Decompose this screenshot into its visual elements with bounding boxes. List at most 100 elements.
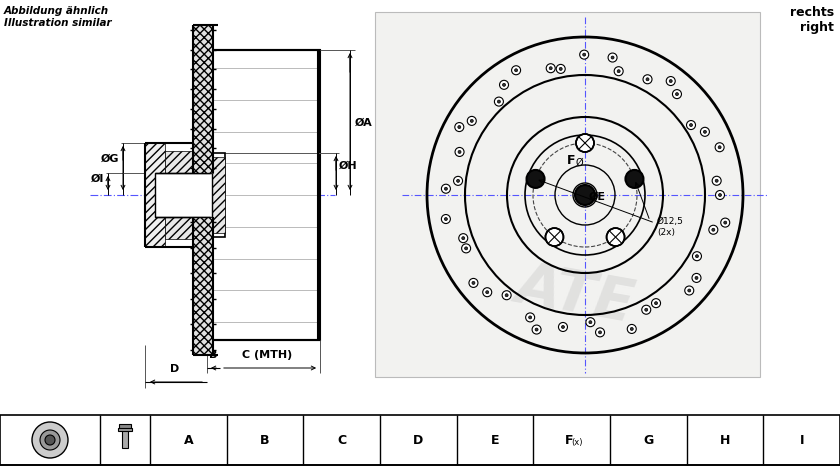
Circle shape bbox=[549, 67, 552, 70]
Bar bbox=[207, 157, 225, 233]
Circle shape bbox=[692, 252, 701, 261]
Text: Ø: Ø bbox=[575, 158, 583, 168]
Circle shape bbox=[561, 326, 564, 329]
Circle shape bbox=[462, 237, 465, 240]
Circle shape bbox=[701, 127, 710, 136]
Circle shape bbox=[535, 328, 538, 331]
Circle shape bbox=[703, 130, 706, 133]
Circle shape bbox=[692, 274, 701, 282]
Circle shape bbox=[695, 276, 698, 280]
Circle shape bbox=[444, 218, 448, 220]
Circle shape bbox=[709, 225, 718, 234]
Bar bbox=[193, 25, 213, 173]
Circle shape bbox=[495, 97, 503, 106]
Circle shape bbox=[512, 66, 521, 75]
Circle shape bbox=[589, 321, 592, 324]
Circle shape bbox=[526, 313, 534, 322]
Circle shape bbox=[532, 325, 541, 334]
Text: (x): (x) bbox=[571, 439, 582, 447]
Circle shape bbox=[459, 234, 468, 243]
Text: I: I bbox=[800, 433, 804, 446]
Circle shape bbox=[596, 328, 605, 337]
Circle shape bbox=[528, 316, 532, 319]
Circle shape bbox=[505, 294, 508, 297]
Text: ØA: ØA bbox=[355, 118, 373, 127]
Circle shape bbox=[580, 50, 589, 59]
Bar bbox=[155, 173, 212, 217]
Circle shape bbox=[583, 53, 585, 56]
Circle shape bbox=[712, 176, 722, 185]
Text: C: C bbox=[337, 433, 346, 446]
Circle shape bbox=[652, 298, 660, 308]
Circle shape bbox=[718, 146, 721, 149]
Circle shape bbox=[467, 117, 476, 125]
Circle shape bbox=[599, 331, 601, 334]
Circle shape bbox=[666, 77, 675, 86]
Circle shape bbox=[502, 83, 506, 86]
Circle shape bbox=[626, 170, 643, 188]
Text: G: G bbox=[643, 433, 654, 446]
Text: E: E bbox=[491, 433, 499, 446]
Circle shape bbox=[611, 56, 614, 59]
Circle shape bbox=[40, 430, 60, 450]
Circle shape bbox=[576, 134, 594, 152]
Text: ØG: ØG bbox=[101, 154, 119, 164]
Circle shape bbox=[669, 79, 672, 83]
Bar bbox=[195, 153, 225, 237]
Circle shape bbox=[527, 170, 544, 188]
Circle shape bbox=[608, 53, 617, 62]
Text: D: D bbox=[171, 364, 180, 374]
Circle shape bbox=[483, 288, 491, 297]
Text: F: F bbox=[567, 154, 575, 166]
Circle shape bbox=[546, 64, 555, 73]
Circle shape bbox=[454, 123, 464, 132]
Bar bbox=[119, 424, 131, 429]
Circle shape bbox=[32, 422, 68, 458]
Text: B: B bbox=[260, 433, 270, 446]
Circle shape bbox=[643, 75, 652, 84]
Circle shape bbox=[685, 286, 694, 295]
Text: Abbildung ähnlich
Illustration similar: Abbildung ähnlich Illustration similar bbox=[4, 6, 112, 28]
Circle shape bbox=[502, 291, 511, 300]
Circle shape bbox=[718, 194, 722, 196]
Circle shape bbox=[575, 185, 595, 205]
Circle shape bbox=[688, 289, 690, 292]
Bar bbox=[165, 151, 195, 239]
Circle shape bbox=[455, 148, 464, 157]
Circle shape bbox=[454, 176, 463, 185]
Text: ØI: ØI bbox=[91, 174, 104, 184]
Circle shape bbox=[642, 305, 651, 314]
Text: A: A bbox=[183, 433, 193, 446]
Text: ATE: ATE bbox=[512, 257, 638, 333]
Circle shape bbox=[724, 221, 727, 224]
Circle shape bbox=[441, 184, 450, 193]
Text: B: B bbox=[209, 350, 218, 360]
Bar bbox=[0, 415, 840, 465]
Circle shape bbox=[470, 119, 473, 122]
Bar bbox=[375, 12, 760, 377]
Circle shape bbox=[585, 318, 595, 327]
Bar bbox=[122, 426, 128, 448]
Circle shape bbox=[462, 244, 470, 253]
Circle shape bbox=[645, 308, 648, 311]
Circle shape bbox=[617, 70, 620, 73]
Text: Ø12,5
(2x): Ø12,5 (2x) bbox=[657, 217, 684, 237]
Circle shape bbox=[465, 247, 468, 250]
Circle shape bbox=[497, 100, 501, 103]
Circle shape bbox=[559, 67, 562, 70]
Circle shape bbox=[686, 120, 696, 130]
Circle shape bbox=[486, 291, 489, 294]
Circle shape bbox=[457, 180, 459, 182]
Text: D: D bbox=[413, 433, 423, 446]
Circle shape bbox=[515, 69, 517, 72]
Circle shape bbox=[627, 324, 636, 333]
Circle shape bbox=[458, 125, 461, 129]
Bar bbox=[118, 428, 132, 431]
Circle shape bbox=[545, 228, 564, 246]
Text: F: F bbox=[564, 433, 573, 446]
Circle shape bbox=[472, 282, 475, 284]
Circle shape bbox=[458, 150, 461, 153]
Bar bbox=[145, 143, 165, 247]
Circle shape bbox=[716, 190, 724, 199]
Circle shape bbox=[559, 322, 568, 331]
